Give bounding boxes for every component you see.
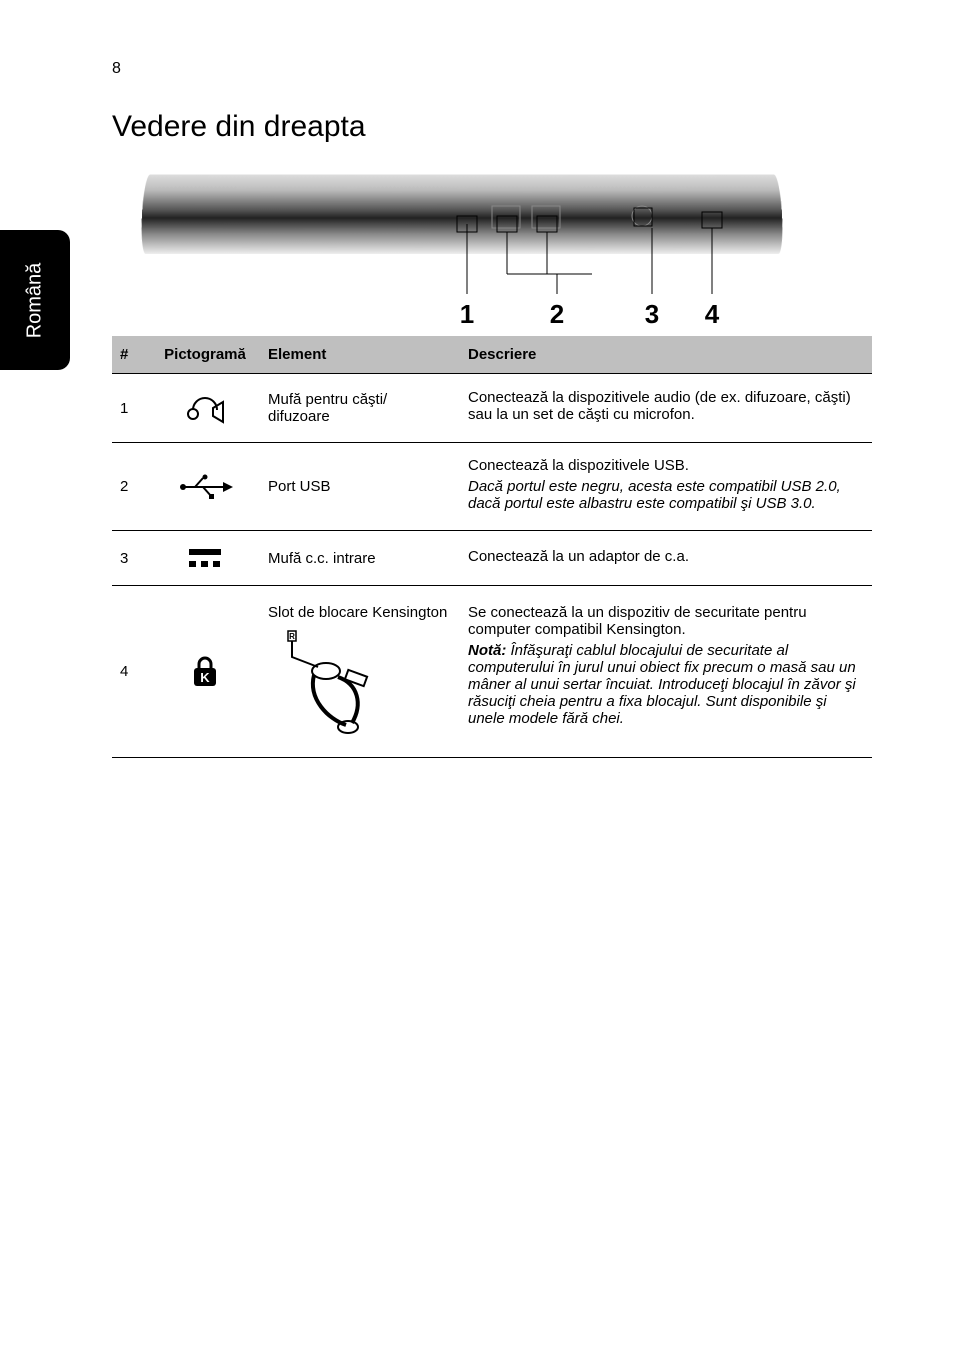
svg-text:R: R	[289, 632, 295, 641]
headphones-icon	[183, 388, 227, 428]
row-num: 3	[112, 531, 150, 586]
page-number: 8	[112, 60, 121, 78]
row-desc: Conectează la dispozitivele audio (de ex…	[460, 374, 872, 443]
col-header-num: #	[112, 336, 150, 374]
table-row: 2 Port USB Conectează la disp	[112, 443, 872, 531]
row-element: Mufă c.c. intrare	[260, 531, 460, 586]
row-element: Port USB	[260, 443, 460, 531]
callout-3: 3	[645, 299, 659, 330]
desc-text: Conectează la dispozitivele USB.	[468, 457, 864, 474]
note-label: Notă:	[468, 642, 506, 659]
table-row: 4 K Slot de blocare Kensington R	[112, 586, 872, 758]
callout-2: 2	[550, 299, 564, 330]
dc-icon	[183, 545, 227, 571]
col-header-icon: Pictogramă	[150, 336, 260, 374]
laptop-side-figure: 1 2 3 4	[142, 164, 782, 324]
row-desc: Conectează la dispozitivele USB. Dacă po…	[460, 443, 872, 531]
callout-4: 4	[705, 299, 719, 330]
desc-text: Conectează la un adaptor de c.a.	[468, 548, 864, 565]
row-element: Slot de blocare Kensington R	[260, 586, 460, 758]
language-tab: Română	[0, 230, 70, 370]
note-body: Înfăşuraţi cablul blocajului de securita…	[468, 642, 856, 727]
desc-text: Conectează la dispozitivele audio (de ex…	[468, 389, 864, 423]
svg-text:K: K	[200, 670, 210, 685]
table-row: 3 Mufă c.c. intrare Conectează la un ada…	[112, 531, 872, 586]
desc-note: Notă: Înfăşuraţi cablul blocajului de se…	[468, 642, 864, 727]
row-icon-cell: K	[150, 586, 260, 758]
usb-icon	[175, 472, 235, 502]
row-num: 1	[112, 374, 150, 443]
row-num: 4	[112, 586, 150, 758]
table-header: # Pictogramă Element Descriere	[112, 336, 872, 374]
row-num: 2	[112, 443, 150, 531]
desc-italic: Dacă portul este negru, acesta este comp…	[468, 478, 864, 512]
col-header-element: Element	[260, 336, 460, 374]
table-row: 1 Mufă pentru căşti/ difuzoare Conecteaz…	[112, 374, 872, 443]
page-title: Vedere din dreapta	[112, 110, 872, 144]
row-desc: Conectează la un adaptor de c.a.	[460, 531, 872, 586]
ports-table: # Pictogramă Element Descriere 1 Mufă pe…	[112, 336, 872, 758]
language-tab-label: Română	[24, 262, 47, 338]
row-element: Mufă pentru căşti/ difuzoare	[260, 374, 460, 443]
col-header-desc: Descriere	[460, 336, 872, 374]
row-icon-cell	[150, 374, 260, 443]
main-content: Vedere din dreapta 1 2 3 4	[112, 110, 872, 758]
row-desc: Se conectează la un dispozitiv de securi…	[460, 586, 872, 758]
desc-text: Se conectează la un dispozitiv de securi…	[468, 604, 864, 638]
row-element-text: Slot de blocare Kensington	[268, 604, 452, 621]
row-icon-cell	[150, 531, 260, 586]
lock-cable-illustration: R	[268, 629, 388, 739]
row-icon-cell	[150, 443, 260, 531]
callout-1: 1	[460, 299, 474, 330]
kensington-icon: K	[187, 654, 223, 690]
